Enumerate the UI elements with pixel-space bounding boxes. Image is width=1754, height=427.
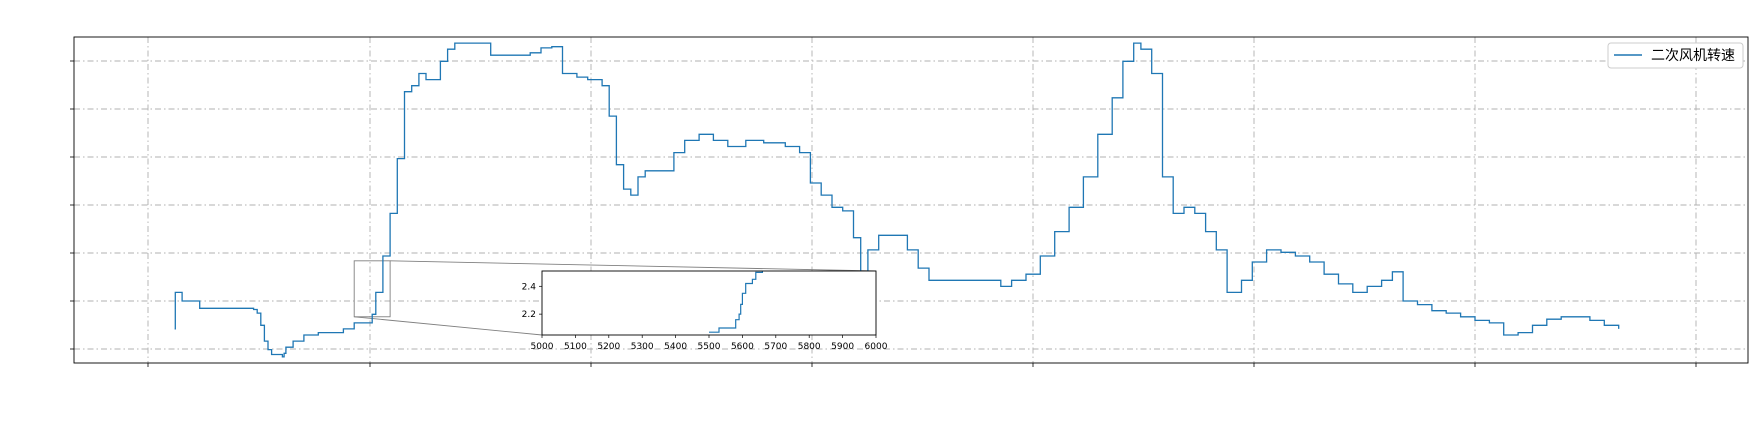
inset-y-tick-label: 2.2 <box>522 310 536 320</box>
inset-x-tick-label: 5500 <box>698 342 721 352</box>
grid-lines <box>74 37 1748 363</box>
inset-zoom-axes: 5000 5100 5200 5300 5400 5500 5600 5700 5800 5900… <box>522 270 888 352</box>
inset-ticks: 5000 5100 5200 5300 5400 5500 5600 5700 5800 5900… <box>522 282 888 352</box>
zoom-region-box <box>353 260 391 318</box>
inset-x-tick-label: 5900 <box>831 342 854 352</box>
inset-x-tick-label: 5700 <box>764 342 787 352</box>
legend-box <box>1607 42 1744 69</box>
legend: 二次风机转速 <box>1607 42 1744 69</box>
legend-label: 二次风机转速 <box>1651 48 1735 64</box>
inset-x-tick-label: 5000 <box>531 342 554 352</box>
zoom-connector-lower <box>354 316 543 336</box>
axis-ticks <box>70 60 1697 367</box>
series-line <box>174 42 1620 358</box>
inset-x-tick-label: 5200 <box>597 342 620 352</box>
inset-x-tick-label: 5600 <box>731 342 754 352</box>
inset-x-tick-label: 6000 <box>865 342 888 352</box>
inset-x-tick-label: 5300 <box>631 342 654 352</box>
inset-y-tick-label: 2.4 <box>522 282 537 292</box>
inset-series-line <box>709 271 763 333</box>
plot-frame <box>73 36 1749 364</box>
inset-x-tick-label: 5800 <box>798 342 821 352</box>
zoom-connector-upper <box>390 260 877 272</box>
inset-background <box>542 271 876 335</box>
series-layer <box>174 42 1620 358</box>
inset-x-tick-label: 5100 <box>564 342 587 352</box>
inset-x-tick-label: 5400 <box>664 342 687 352</box>
